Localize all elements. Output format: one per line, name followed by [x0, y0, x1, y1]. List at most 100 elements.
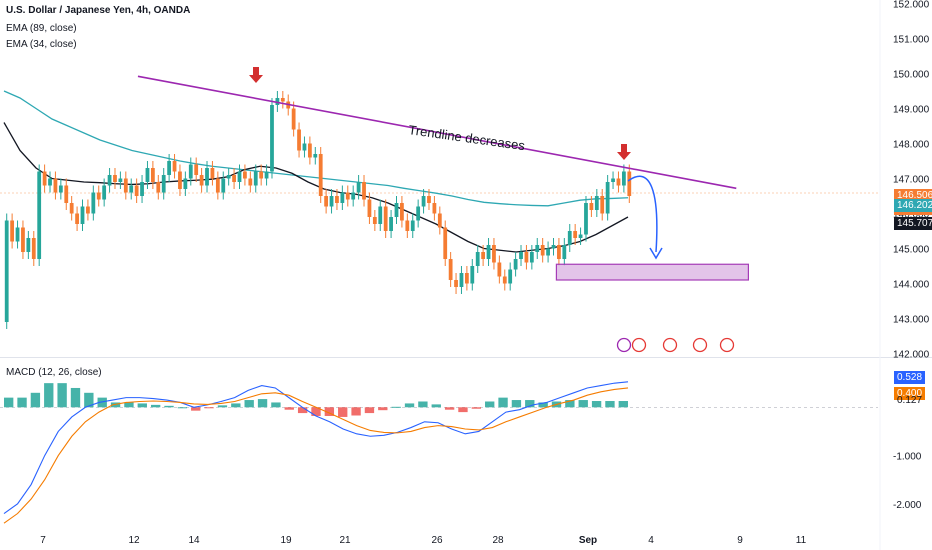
- price-tag: 146.506: [894, 188, 932, 202]
- candle-body: [497, 262, 502, 277]
- candle-body: [605, 182, 610, 214]
- candle-body: [297, 129, 301, 151]
- candle-body: [302, 143, 307, 151]
- time-tick-label: 14: [188, 535, 200, 546]
- candle-body: [557, 245, 561, 259]
- candle-body: [307, 143, 312, 158]
- candle-body: [519, 252, 523, 259]
- macd-histogram-bar: [257, 399, 268, 408]
- candle-body: [627, 171, 632, 196]
- candle-body: [535, 245, 540, 252]
- candle-body: [140, 182, 144, 196]
- price-tag: 145.707: [894, 216, 932, 230]
- macd-histogram-bar: [351, 407, 361, 416]
- price-tick-label: 150.000: [893, 70, 930, 81]
- candle-body: [96, 192, 101, 200]
- candle-body: [345, 192, 350, 200]
- candle-body: [26, 238, 31, 252]
- price-tag: 146.202: [894, 199, 932, 213]
- macd-histogram-bar: [618, 401, 628, 408]
- candle-body: [367, 199, 372, 217]
- candle-body: [437, 213, 442, 228]
- macd-histogram-bar: [297, 407, 308, 414]
- candle-body: [470, 266, 475, 284]
- candle-body: [492, 245, 496, 263]
- chart-title: U.S. Dollar / Japanese Yen, 4h, OANDA: [6, 5, 191, 16]
- time-tick-label: 26: [431, 535, 443, 546]
- candle-body: [611, 178, 615, 182]
- candle-body: [584, 203, 588, 235]
- macd-histogram-bar: [244, 400, 254, 408]
- price-tick-label: 149.000: [893, 105, 930, 116]
- candle-body: [291, 108, 296, 130]
- candle-body: [356, 182, 361, 193]
- macd-histogram-bar: [164, 405, 174, 408]
- macd-histogram-bar: [324, 407, 335, 416]
- ema34-legend: EMA (34, close): [6, 39, 77, 50]
- time-tick-label: 28: [492, 535, 504, 546]
- candle-body: [37, 171, 42, 259]
- candle-body: [372, 217, 377, 224]
- projection-arrow: [627, 175, 658, 253]
- candle-body: [335, 196, 339, 203]
- arrow-head-icon: [649, 247, 663, 260]
- event-flag-icon: [692, 337, 708, 353]
- macd-histogram-bar: [137, 403, 147, 408]
- macd-tag: 0.528: [894, 370, 926, 384]
- macd-histogram-bar: [378, 407, 388, 411]
- macd-histogram-bar: [231, 403, 241, 408]
- event-flag-icon: [719, 337, 735, 353]
- macd-histogram-bar: [338, 407, 348, 417]
- signal-line: [3, 387, 629, 524]
- candle-body: [31, 238, 36, 259]
- candle-body: [567, 231, 572, 245]
- macd-histogram-bar: [70, 387, 81, 408]
- candle-body: [237, 171, 242, 182]
- candle-body: [464, 273, 469, 284]
- candle-body: [529, 252, 534, 263]
- candle-body: [524, 252, 529, 263]
- candle-body: [443, 227, 448, 259]
- price-tick-label: 147.000: [893, 175, 930, 186]
- candle-body: [156, 182, 161, 193]
- price-tick-label: 146.000: [893, 210, 930, 221]
- candle-body: [91, 192, 96, 214]
- candle-body: [546, 248, 550, 256]
- candle-body: [475, 252, 480, 266]
- candle-body: [15, 227, 20, 242]
- candle-body: [210, 168, 215, 179]
- price-tick-label: 142.000: [893, 350, 930, 361]
- time-tick-label: Sep: [579, 535, 597, 546]
- macd-histogram-bar: [150, 404, 161, 408]
- macd-histogram-bar: [458, 407, 468, 413]
- candle-body: [107, 175, 112, 186]
- candle-body: [454, 280, 458, 287]
- candle-body: [167, 161, 172, 175]
- time-tick-label: 19: [280, 535, 292, 546]
- time-tick-label: 4: [648, 535, 654, 546]
- candle-body: [253, 171, 258, 186]
- macd-histogram-bar: [4, 397, 14, 408]
- macd-histogram-bar: [284, 407, 294, 410]
- macd-histogram-bar: [217, 405, 228, 408]
- candle-body: [551, 245, 556, 249]
- macd-histogram-bar: [271, 402, 281, 408]
- price-tick-label: 148.000: [893, 140, 930, 151]
- candle-body: [589, 203, 594, 210]
- ema89-line: [3, 90, 629, 207]
- candle-body: [508, 269, 513, 284]
- candle-body: [48, 178, 52, 186]
- time-tick-label: 7: [40, 535, 46, 546]
- ema34-line: [3, 122, 629, 253]
- candle-body: [410, 220, 415, 231]
- candle-body: [600, 196, 605, 214]
- macd-histogram-bar: [418, 401, 428, 408]
- macd-histogram-bar: [511, 400, 522, 408]
- candle-body: [183, 178, 188, 189]
- candle-body: [400, 203, 404, 221]
- candle-body: [80, 206, 85, 224]
- candle-body: [42, 171, 47, 186]
- candle-body: [351, 192, 356, 200]
- candle-body: [178, 171, 182, 189]
- macd-histogram-bar: [44, 383, 54, 408]
